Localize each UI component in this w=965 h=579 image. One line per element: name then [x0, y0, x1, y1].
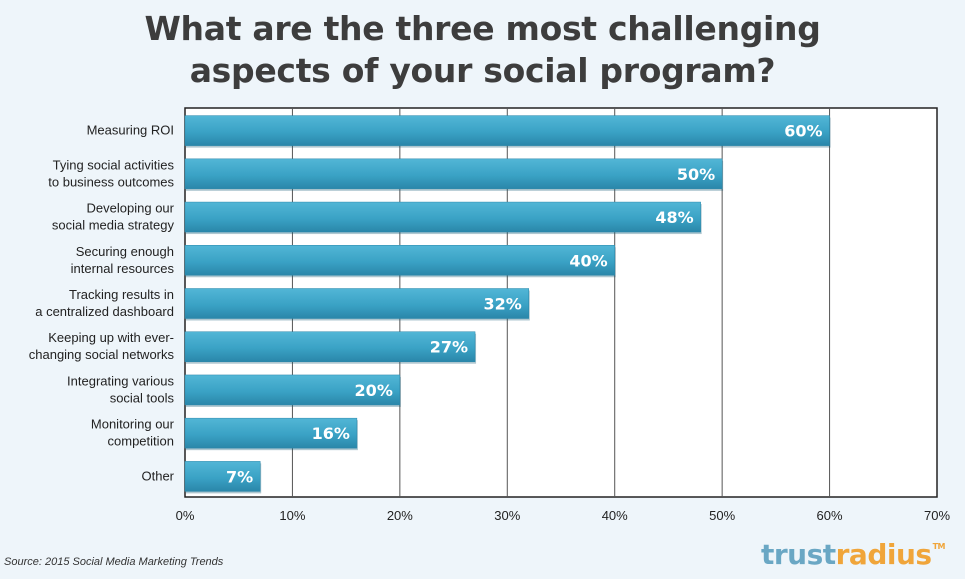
category-label: to business outcomes — [48, 174, 174, 189]
bar-value-label: 16% — [312, 424, 350, 443]
bar-value-label: 7% — [226, 467, 253, 486]
x-tick-label: 20% — [387, 508, 413, 523]
bar — [184, 374, 401, 406]
bar — [184, 461, 261, 492]
category-label: Developing our — [87, 201, 175, 216]
category-label: internal resources — [71, 261, 175, 276]
bar — [184, 158, 723, 190]
category-label: competition — [108, 434, 174, 449]
category-label: Securing enough — [76, 244, 174, 259]
category-label: Tracking results in — [69, 287, 174, 302]
bar-value-label: 32% — [483, 295, 521, 314]
chart-title: What are the three most challenging aspe… — [0, 8, 965, 92]
x-axis-ticks: 0% 10% 20% 30% 40% 50% 60% 70% — [176, 508, 951, 523]
source-note: Source: 2015 Social Media Marketing Tren… — [4, 556, 224, 568]
category-label: Keeping up with ever- — [48, 330, 174, 345]
x-tick-label: 60% — [817, 508, 843, 523]
x-tick-label: 40% — [602, 508, 628, 523]
bars: 60% 50% 48% 40% 32% 27% 20% 16% 7% — [184, 115, 831, 494]
x-tick-label: 70% — [924, 508, 950, 523]
category-label: Monitoring our — [91, 417, 175, 432]
logo-part-1: trust — [760, 538, 836, 571]
bar — [184, 201, 701, 233]
category-label: social tools — [110, 390, 175, 405]
x-tick-label: 50% — [709, 508, 735, 523]
category-label: Measuring ROI — [87, 123, 174, 138]
bar-value-label: 27% — [430, 338, 468, 357]
bar — [184, 245, 615, 276]
category-labels: Measuring ROI Tying social activities to b… — [29, 123, 175, 484]
trustradius-logo: trustradiusTM — [760, 538, 946, 571]
category-label: Tying social activities — [53, 157, 175, 172]
category-label: changing social networks — [29, 347, 175, 362]
category-label: a centralized dashboard — [35, 304, 174, 319]
x-tick-label: 10% — [279, 508, 305, 523]
x-tick-label: 30% — [494, 508, 520, 523]
chart-title-line-2: aspects of your social program? — [189, 51, 776, 90]
bar-value-label: 60% — [784, 122, 822, 141]
category-label: Other — [141, 468, 174, 483]
bar-value-label: 20% — [355, 381, 393, 400]
logo-part-2: radius — [835, 538, 932, 571]
bar — [184, 331, 476, 362]
bar-value-label: 40% — [569, 251, 607, 270]
x-tick-label: 0% — [176, 508, 195, 523]
category-label: social media strategy — [52, 218, 175, 233]
bar-value-label: 48% — [655, 208, 693, 227]
bar-value-label: 50% — [677, 165, 715, 184]
bar — [184, 288, 530, 319]
logo-trademark: TM — [932, 542, 946, 551]
category-label: Integrating various — [67, 373, 174, 388]
bar — [184, 417, 358, 449]
chart-title-line-1: What are the three most challenging — [144, 9, 821, 48]
bar — [184, 115, 830, 146]
